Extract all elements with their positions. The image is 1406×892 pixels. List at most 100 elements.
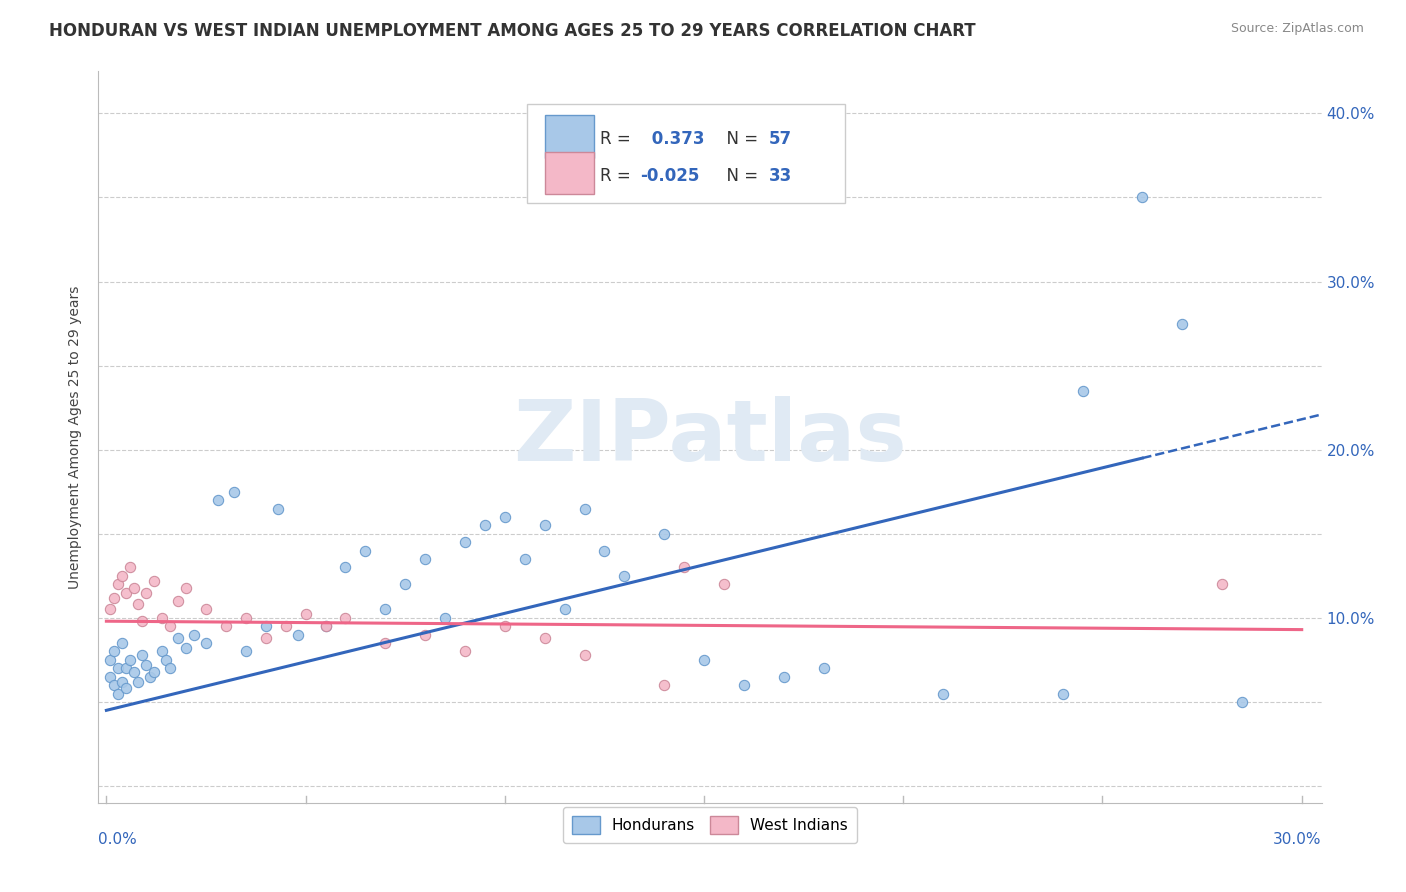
Text: R =: R =: [600, 167, 636, 185]
Point: [131, 614, 153, 628]
Point: [111, 636, 134, 650]
Point: [127, 674, 149, 689]
Point: [267, 501, 290, 516]
Point: [103, 678, 125, 692]
Point: [124, 581, 146, 595]
Point: [183, 627, 205, 641]
Point: [652, 678, 675, 692]
Point: [254, 631, 277, 645]
Point: [494, 619, 516, 633]
Point: [652, 526, 675, 541]
Point: [120, 560, 142, 574]
Point: [574, 648, 596, 662]
Text: R =: R =: [600, 130, 636, 148]
Point: [235, 611, 257, 625]
Point: [335, 611, 357, 625]
Point: [124, 665, 146, 679]
Point: [107, 686, 129, 700]
Text: 30.0%: 30.0%: [1274, 832, 1322, 847]
Point: [103, 591, 125, 605]
Point: [150, 611, 173, 625]
Point: [222, 484, 245, 499]
Point: [115, 585, 138, 599]
Point: [574, 501, 596, 516]
Point: [127, 598, 149, 612]
Point: [100, 653, 122, 667]
Point: [174, 581, 197, 595]
Point: [374, 602, 396, 616]
Point: [100, 670, 122, 684]
Point: [533, 518, 555, 533]
Point: [733, 678, 755, 692]
Text: N =: N =: [716, 167, 763, 185]
Point: [673, 560, 696, 574]
Point: [150, 644, 173, 658]
Point: [434, 611, 457, 625]
FancyBboxPatch shape: [546, 115, 593, 158]
FancyBboxPatch shape: [526, 104, 845, 203]
Point: [1130, 190, 1153, 204]
Point: [254, 619, 277, 633]
Text: 57: 57: [769, 130, 792, 148]
Point: [932, 686, 955, 700]
Point: [287, 627, 309, 641]
Point: [207, 493, 229, 508]
Point: [195, 636, 218, 650]
Text: N =: N =: [716, 130, 763, 148]
Point: [174, 641, 197, 656]
Point: [613, 569, 636, 583]
Point: [167, 594, 190, 608]
Point: [554, 602, 576, 616]
Point: [143, 574, 166, 588]
Point: [454, 644, 477, 658]
Point: [131, 648, 153, 662]
Point: [474, 518, 496, 533]
Text: 0.373: 0.373: [647, 130, 704, 148]
Text: 33: 33: [769, 167, 792, 185]
Legend: Hondurans, West Indians: Hondurans, West Indians: [562, 806, 858, 843]
Point: [454, 535, 477, 549]
Point: [813, 661, 835, 675]
FancyBboxPatch shape: [546, 152, 593, 194]
Point: [100, 602, 122, 616]
Point: [294, 607, 316, 622]
Point: [394, 577, 416, 591]
Point: [693, 653, 716, 667]
Point: [1211, 577, 1233, 591]
Text: ZIPatlas: ZIPatlas: [513, 395, 907, 479]
Point: [155, 653, 177, 667]
Point: [159, 661, 181, 675]
Y-axis label: Unemployment Among Ages 25 to 29 years: Unemployment Among Ages 25 to 29 years: [69, 285, 83, 589]
Point: [115, 681, 138, 696]
Point: [713, 577, 735, 591]
Point: [1071, 384, 1094, 398]
Point: [413, 627, 436, 641]
Point: [111, 674, 134, 689]
Point: [135, 657, 157, 672]
Point: [135, 585, 157, 599]
Text: HONDURAN VS WEST INDIAN UNEMPLOYMENT AMONG AGES 25 TO 29 YEARS CORRELATION CHART: HONDURAN VS WEST INDIAN UNEMPLOYMENT AMO…: [49, 22, 976, 40]
Point: [274, 619, 297, 633]
Point: [167, 631, 190, 645]
Text: 0.0%: 0.0%: [98, 832, 138, 847]
Point: [107, 577, 129, 591]
Point: [1230, 695, 1253, 709]
Point: [215, 619, 238, 633]
Point: [235, 644, 257, 658]
Point: [115, 661, 138, 675]
Point: [120, 653, 142, 667]
Point: [374, 636, 396, 650]
Point: [315, 619, 337, 633]
Point: [513, 552, 536, 566]
Point: [593, 543, 616, 558]
Point: [335, 560, 357, 574]
Point: [159, 619, 181, 633]
Point: [354, 543, 377, 558]
Point: [772, 670, 794, 684]
Point: [195, 602, 218, 616]
Point: [103, 644, 125, 658]
Text: -0.025: -0.025: [640, 167, 700, 185]
Point: [413, 552, 436, 566]
Text: Source: ZipAtlas.com: Source: ZipAtlas.com: [1230, 22, 1364, 36]
Point: [533, 631, 555, 645]
